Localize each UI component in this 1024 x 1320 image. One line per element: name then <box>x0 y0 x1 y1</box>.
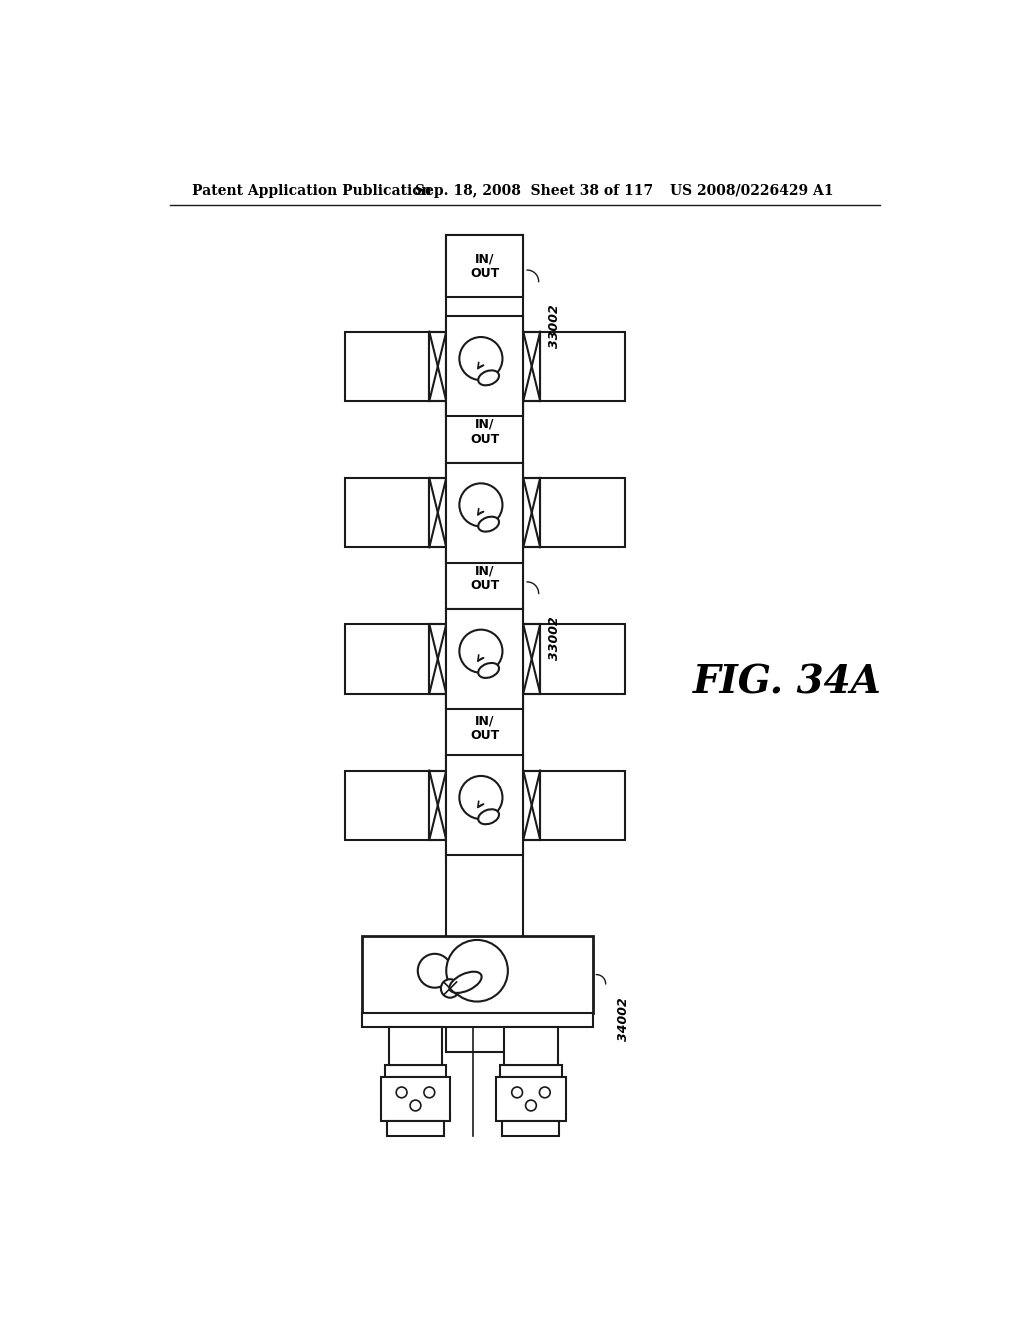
Bar <box>345 624 429 693</box>
Text: IN/
OUT: IN/ OUT <box>470 564 500 593</box>
Bar <box>388 1027 442 1065</box>
Bar <box>446 697 523 759</box>
Bar <box>429 478 446 548</box>
Ellipse shape <box>478 516 499 532</box>
Circle shape <box>410 1100 421 1111</box>
Bar <box>345 331 429 401</box>
Text: 33002: 33002 <box>548 305 560 348</box>
Circle shape <box>460 776 503 818</box>
Bar <box>446 401 523 462</box>
Circle shape <box>441 979 460 998</box>
Bar <box>523 624 541 693</box>
Bar <box>503 1121 559 1137</box>
Bar <box>361 1014 593 1027</box>
Bar <box>523 331 541 401</box>
Ellipse shape <box>478 663 499 678</box>
Bar <box>497 1077 565 1121</box>
Ellipse shape <box>478 809 499 824</box>
Text: 33002: 33002 <box>548 616 560 660</box>
Text: FIG. 34A: FIG. 34A <box>692 663 882 701</box>
Circle shape <box>540 1088 550 1098</box>
Bar <box>361 936 593 1014</box>
Bar <box>500 1065 562 1077</box>
Ellipse shape <box>450 972 481 993</box>
Text: Patent Application Publication: Patent Application Publication <box>193 183 432 198</box>
Bar <box>446 462 523 562</box>
Text: IN/
OUT: IN/ OUT <box>470 714 500 742</box>
Circle shape <box>525 1100 537 1111</box>
Bar <box>446 609 523 709</box>
Circle shape <box>460 483 503 527</box>
Ellipse shape <box>478 371 499 385</box>
Bar <box>429 331 446 401</box>
Bar <box>541 331 625 401</box>
Text: 34002: 34002 <box>616 998 630 1041</box>
Circle shape <box>396 1088 407 1098</box>
Circle shape <box>446 940 508 1002</box>
Bar <box>446 317 523 416</box>
Circle shape <box>512 1088 522 1098</box>
Bar <box>387 1121 444 1137</box>
Bar <box>446 755 523 855</box>
Bar <box>523 771 541 840</box>
Bar <box>504 1027 558 1065</box>
Bar <box>446 235 523 1052</box>
Bar <box>345 478 429 548</box>
Bar <box>381 1077 451 1121</box>
Bar <box>541 771 625 840</box>
Circle shape <box>460 630 503 673</box>
Text: Sep. 18, 2008  Sheet 38 of 117: Sep. 18, 2008 Sheet 38 of 117 <box>416 183 653 198</box>
Text: IN/
OUT: IN/ OUT <box>470 252 500 280</box>
Text: IN/
OUT: IN/ OUT <box>470 417 500 446</box>
Bar <box>541 624 625 693</box>
Circle shape <box>460 337 503 380</box>
Bar <box>429 624 446 693</box>
Text: US 2008/0226429 A1: US 2008/0226429 A1 <box>670 183 834 198</box>
Bar <box>429 771 446 840</box>
Bar <box>385 1065 446 1077</box>
Circle shape <box>418 954 452 987</box>
Bar <box>446 235 523 297</box>
Bar <box>446 548 523 609</box>
Bar <box>523 478 541 548</box>
Bar <box>345 771 429 840</box>
Circle shape <box>424 1088 435 1098</box>
Bar <box>541 478 625 548</box>
